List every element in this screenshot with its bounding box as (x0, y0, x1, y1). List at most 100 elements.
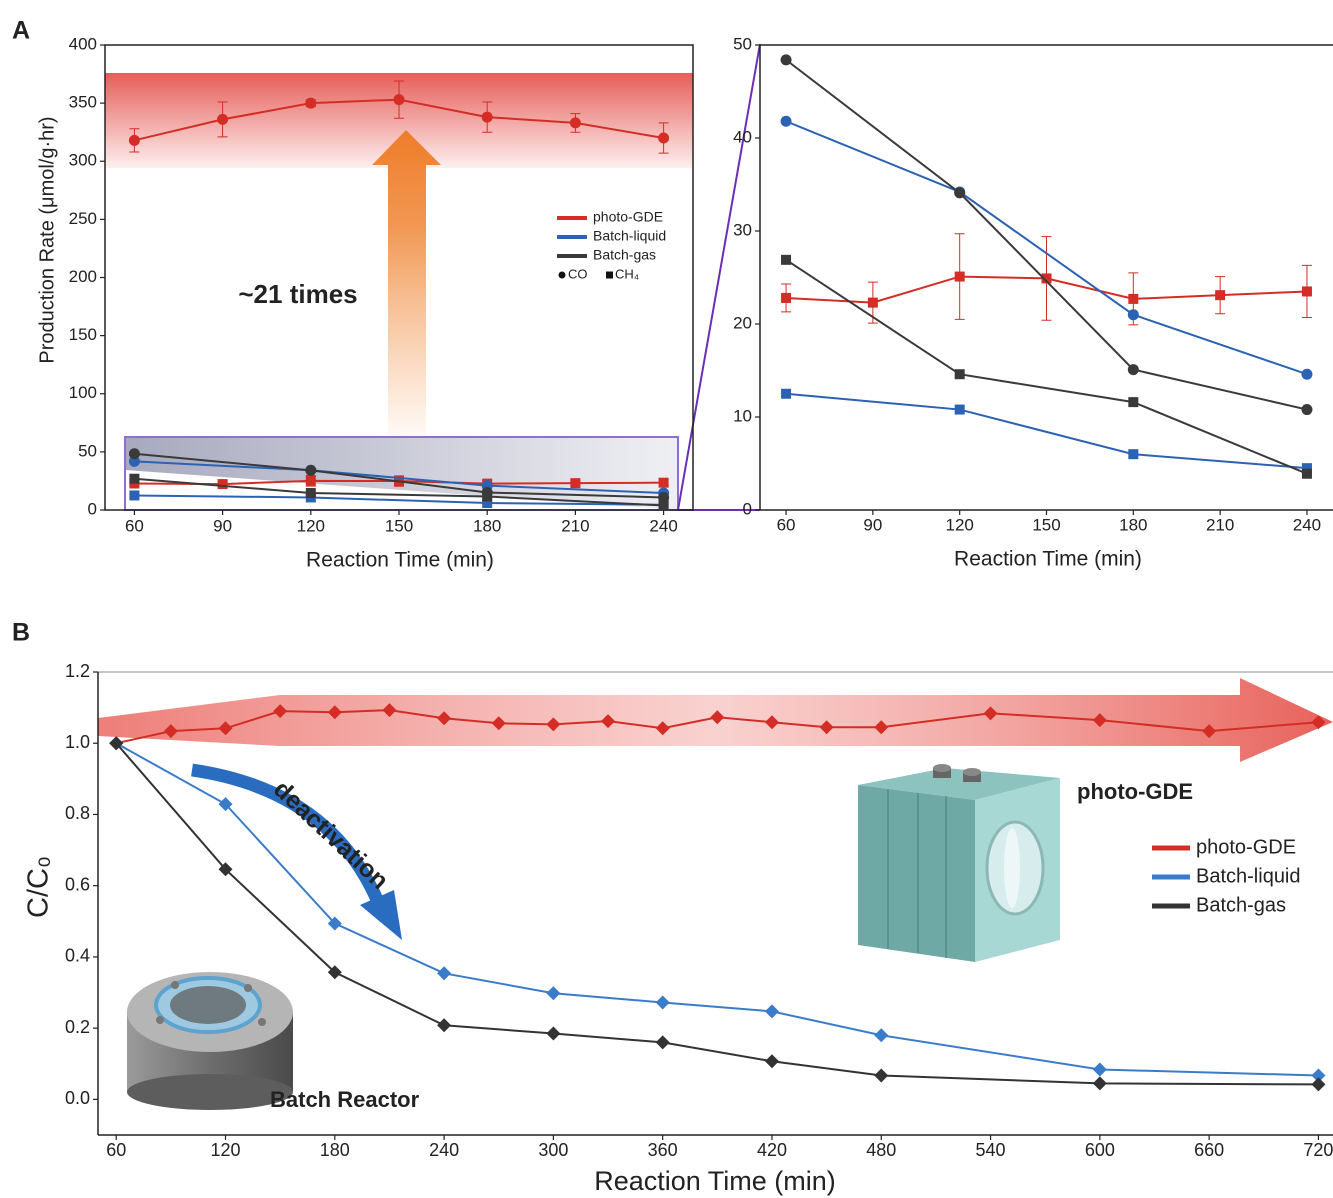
y-tick-label: 30 (733, 220, 752, 239)
y-tick-label: 0.4 (65, 946, 90, 966)
x-tick-label: 540 (976, 1140, 1006, 1160)
y-tick-label: 50 (78, 441, 97, 460)
marker (1093, 1062, 1107, 1076)
x-tick-label: 210 (561, 516, 589, 535)
marker (482, 112, 493, 123)
marker (658, 133, 669, 144)
legend-marker (606, 272, 613, 279)
figure: A ~21 times Reaction Time (min) Producti… (0, 0, 1333, 1198)
y-axis-title: Production Rate (μmol/g·hr) (36, 116, 58, 363)
marker (1128, 397, 1138, 407)
marker (955, 369, 965, 379)
marker (546, 1026, 560, 1040)
series-line (786, 60, 1307, 410)
x-tick-label: 60 (125, 516, 144, 535)
marker (765, 1004, 779, 1018)
legend-label: Batch-liquid (1196, 865, 1301, 887)
marker (570, 478, 580, 488)
x-tick-label: 210 (1206, 515, 1234, 534)
x-tick-label: 120 (297, 516, 325, 535)
marker (129, 474, 139, 484)
panel-label: A (12, 17, 30, 45)
marker (955, 272, 965, 282)
marker (1302, 286, 1312, 296)
marker (659, 500, 669, 510)
x-tick-label: 180 (473, 516, 501, 535)
y-tick-label: 1.0 (65, 732, 90, 752)
y-tick-label: 40 (733, 127, 752, 146)
marker (1301, 369, 1312, 380)
y-tick-label: 0.8 (65, 803, 90, 823)
x-axis-title: Reaction Time (min) (594, 1166, 836, 1196)
marker (305, 465, 316, 476)
y-tick-label: 350 (69, 93, 97, 112)
x-tick-label: 240 (1293, 515, 1321, 534)
x-tick-label: 240 (649, 516, 677, 535)
y-tick-label: 1.2 (65, 661, 90, 681)
legend-label: photo-GDE (1196, 836, 1296, 858)
marker (656, 996, 670, 1010)
x-tick-label: 240 (429, 1140, 459, 1160)
gde-illustration (858, 764, 1060, 962)
marker (305, 98, 316, 109)
marker (656, 1035, 670, 1049)
x-tick-label: 150 (385, 516, 413, 535)
marker (955, 405, 965, 415)
y-tick-label: 150 (69, 325, 97, 344)
x-tick-label: 180 (320, 1140, 350, 1160)
batch-illustration (127, 972, 293, 1110)
x-tick-label: 660 (1194, 1140, 1224, 1160)
x-tick-label: 180 (1119, 515, 1147, 534)
marker (1128, 309, 1139, 320)
marker (1302, 469, 1312, 479)
legend-label: Batch-gas (1196, 894, 1286, 916)
y-tick-label: 400 (69, 34, 97, 53)
x-tick-label: 120 (945, 515, 973, 534)
x-tick-label: 150 (1032, 515, 1060, 534)
marker (781, 389, 791, 399)
marker (482, 492, 492, 502)
deactivation-arrowhead (360, 890, 402, 940)
increase-arrow (372, 130, 441, 437)
legend-label: Batch-gas (593, 247, 656, 263)
annotation: photo-GDE (1077, 779, 1193, 804)
marker (218, 479, 228, 489)
x-tick-label: 60 (106, 1140, 126, 1160)
x-axis-title: Reaction Time (min) (306, 549, 494, 572)
y-tick-label: 0.2 (65, 1017, 90, 1037)
marker (217, 114, 228, 125)
x-tick-label: 90 (213, 516, 232, 535)
zoom-shade (125, 437, 678, 510)
x-tick-label: 60 (777, 515, 796, 534)
series-line (786, 394, 1307, 468)
panel-label: B (12, 619, 30, 647)
marker (546, 986, 560, 1000)
y-axis-title: C/C₀ (23, 856, 55, 918)
x-tick-label: 120 (210, 1140, 240, 1160)
marker (394, 94, 405, 105)
marker (129, 448, 140, 459)
y-tick-label: 20 (733, 313, 752, 332)
marker (437, 966, 451, 980)
marker (129, 490, 139, 500)
marker (1311, 1077, 1325, 1091)
marker (306, 488, 316, 498)
marker (129, 135, 140, 146)
annotation: ~21 times (238, 279, 357, 309)
legend-label: photo-GDE (593, 209, 663, 225)
y-tick-label: 0.0 (65, 1088, 90, 1108)
y-tick-label: 250 (69, 209, 97, 228)
legend-label: CH₄ (615, 266, 639, 281)
y-tick-label: 10 (733, 406, 752, 425)
x-axis-title: Reaction Time (min) (954, 548, 1142, 571)
marker (781, 293, 791, 303)
marker (781, 255, 791, 265)
marker (1215, 290, 1225, 300)
marker (874, 1028, 888, 1042)
marker (1128, 294, 1138, 304)
marker (765, 1054, 779, 1068)
y-tick-label: 100 (69, 383, 97, 402)
y-tick-label: 0.6 (65, 874, 90, 894)
y-tick-label: 50 (733, 34, 752, 53)
y-tick-label: 0 (88, 499, 97, 518)
